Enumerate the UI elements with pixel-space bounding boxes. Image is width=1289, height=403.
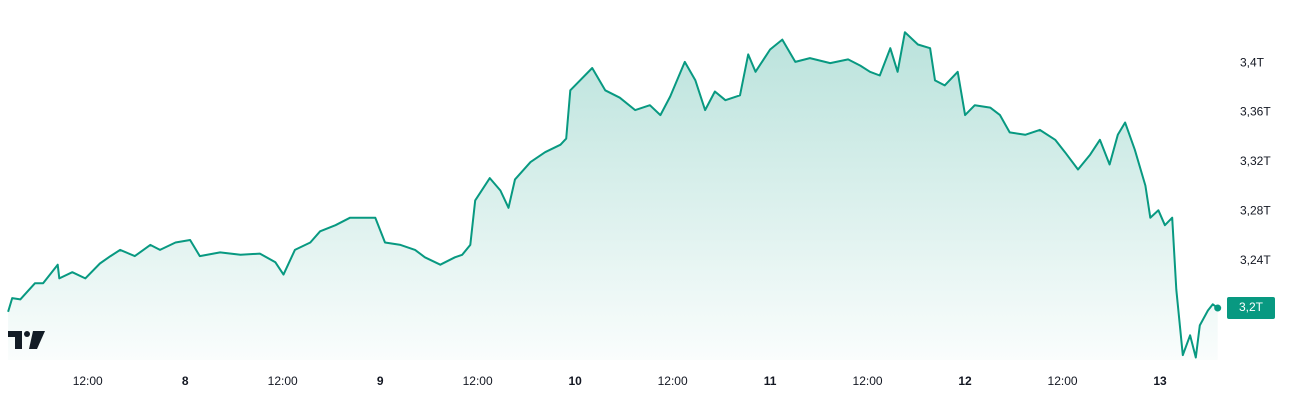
y-tick-label: 3,28T (1240, 204, 1271, 218)
x-tick-label: 12:00 (1048, 374, 1078, 388)
x-tick-label: 12:00 (853, 374, 883, 388)
line (7, 31, 1219, 359)
x-tick-label: 12:00 (73, 374, 103, 388)
y-tick-label: 3,24T (1240, 253, 1271, 267)
y-tick-label: 3,4T (1240, 55, 1265, 69)
area (8, 32, 1218, 360)
y-tick-label: 3,32T (1240, 154, 1271, 168)
x-tick-label: 8 (182, 374, 189, 388)
x-tick-label: 12:00 (658, 374, 688, 388)
price-label-box (1227, 297, 1275, 320)
x-tick-label: 12:00 (463, 374, 493, 388)
x-tick-label: 12 (958, 374, 972, 388)
x-tick-label: 11 (764, 374, 777, 388)
last-point (1214, 304, 1222, 312)
x-tick-label: 10 (568, 374, 582, 388)
x-tick-label: 9 (377, 374, 384, 388)
price-label: 3,2T (1239, 300, 1264, 314)
x-tick-label: 13 (1153, 374, 1167, 388)
y-tick-label: 3,36T (1240, 105, 1271, 119)
x-tick-label: 12:00 (268, 374, 298, 388)
